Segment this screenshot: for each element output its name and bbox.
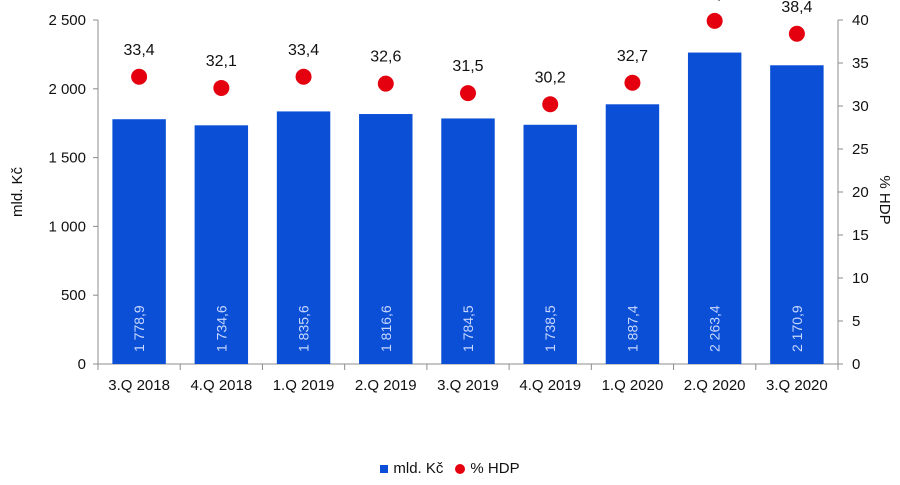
y-tick-label-right: 35 — [852, 55, 869, 72]
y-tick-label-left: 1 500 — [48, 150, 86, 167]
bar — [687, 52, 742, 365]
y-tick-label-right: 20 — [852, 184, 869, 201]
pct-point — [295, 68, 312, 85]
x-tick-label: 2.Q 2019 — [355, 377, 417, 394]
y-tick-label-left: 2 000 — [48, 81, 86, 98]
pct-point — [377, 75, 394, 92]
pct-value-label: 32,7 — [617, 48, 648, 65]
y-tick-label-right: 15 — [852, 227, 869, 244]
pct-point — [460, 85, 476, 102]
y-tick-label-right: 10 — [852, 270, 869, 287]
legend-bar-label: mld. Kč — [393, 460, 444, 477]
y-axis-title-right: % HDP — [876, 175, 893, 224]
bar — [276, 111, 331, 364]
pct-value-label: 39,9 — [699, 0, 730, 3]
pct-point — [131, 68, 148, 85]
legend-dot-label: % HDP — [470, 460, 520, 477]
bar-value-label: 1 784,5 — [460, 305, 476, 352]
x-tick-label: 3.Q 2020 — [766, 377, 828, 394]
y-tick-label-right: 5 — [852, 313, 860, 330]
x-tick-label: 3.Q 2018 — [108, 377, 170, 394]
pct-point — [624, 74, 641, 91]
x-tick-label: 1.Q 2020 — [602, 377, 664, 394]
bar-value-label: 1 835,6 — [296, 305, 312, 352]
pct-point — [542, 96, 559, 113]
pct-value-label: 38,4 — [781, 0, 812, 16]
pct-value-label: 30,2 — [535, 69, 566, 86]
y-axis-title-left: mld. Kč — [9, 166, 26, 217]
y-tick-label-left: 2 500 — [48, 12, 86, 29]
bar — [770, 65, 824, 365]
bar — [605, 104, 660, 364]
x-tick-label: 4.Q 2018 — [190, 377, 252, 394]
y-tick-label-left: 500 — [61, 287, 86, 304]
bar-value-label: 1 887,4 — [624, 305, 640, 352]
y-tick-label-left: 0 — [78, 356, 86, 373]
pct-value-label: 32,6 — [370, 49, 401, 66]
chart-canvas: 0 500 1 000 1 500 2 000 2 500 0 5 10 15 20 25 30 35 40… — [9, 0, 893, 394]
x-tick-label: 3.Q 2019 — [437, 377, 499, 394]
bar-value-label: 1 778,9 — [131, 305, 147, 352]
pct-value-label: 33,4 — [288, 42, 319, 59]
pct-value-label: 32,1 — [206, 53, 237, 70]
y-tick-label-right: 25 — [852, 141, 869, 158]
bar-value-label: 2 263,4 — [707, 305, 723, 352]
bar-value-label: 2 170,9 — [789, 305, 805, 352]
pct-point — [706, 12, 723, 29]
bar-value-label: 1 738,5 — [542, 305, 558, 352]
bar — [523, 124, 577, 364]
legend-dot-swatch — [455, 463, 466, 474]
chart-legend: mld. Kč % HDP — [0, 460, 900, 477]
pct-value-label: 33,4 — [124, 42, 155, 59]
legend-item-bars: mld. Kč — [380, 460, 443, 477]
x-tick-label: 2.Q 2020 — [684, 377, 746, 394]
y-tick-label-right: 0 — [852, 356, 860, 373]
pct-point — [788, 25, 805, 42]
y-tick-label-right: 30 — [852, 98, 869, 115]
y-tick-label-right: 40 — [852, 12, 869, 29]
bar-value-label: 1 734,6 — [213, 305, 229, 352]
pct-point — [213, 79, 230, 96]
x-tick-label: 4.Q 2019 — [519, 377, 581, 394]
bar-value-label: 1 816,6 — [378, 305, 394, 352]
legend-item-dots: % HDP — [455, 460, 520, 477]
pct-value-label: 31,5 — [452, 58, 483, 75]
bar — [112, 119, 166, 364]
bar — [359, 114, 413, 364]
bar — [194, 125, 249, 365]
y-tick-label-left: 1 000 — [48, 218, 86, 235]
x-tick-label: 1.Q 2019 — [273, 377, 335, 394]
bar — [441, 118, 495, 365]
legend-bar-swatch — [380, 464, 389, 473]
